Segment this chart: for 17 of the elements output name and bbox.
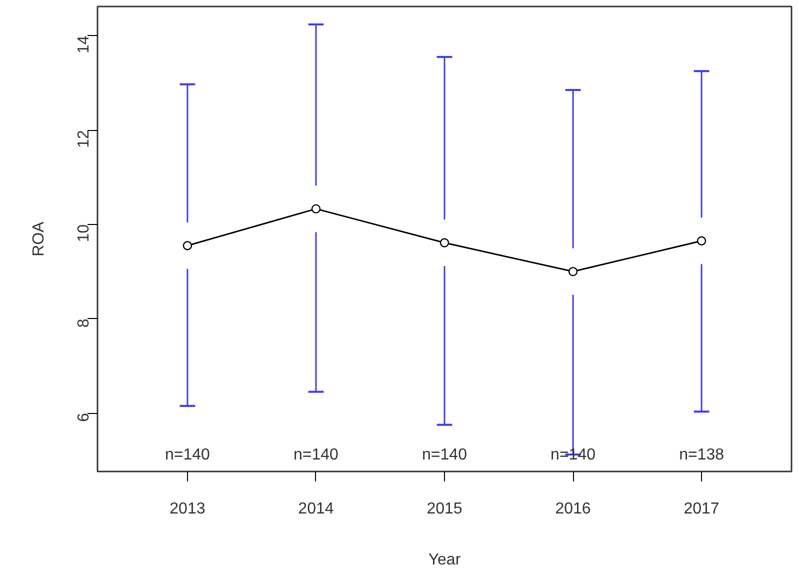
x-tick-label: 2017 (684, 500, 720, 518)
annotation: n=140 (294, 446, 339, 464)
x-tick-label: 2015 (426, 500, 462, 518)
y-tick-label: 8 (76, 318, 92, 328)
y-tick-label: 14 (76, 36, 92, 54)
x-tick-label: 2014 (298, 500, 334, 518)
x-tick-label: 2016 (555, 500, 591, 518)
annotation: n=138 (679, 446, 724, 464)
y-tick-label: 6 (76, 412, 92, 422)
y-axis-title: ROA (30, 221, 48, 256)
x-tick-label: 2013 (170, 500, 206, 518)
annotation: n=140 (550, 446, 596, 464)
y-tick-label: 10 (76, 224, 92, 242)
y-tick-label: 12 (76, 130, 92, 148)
annotation: n=140 (164, 446, 210, 464)
annotation: n=140 (422, 446, 468, 464)
x-axis-title: Year (428, 552, 462, 568)
